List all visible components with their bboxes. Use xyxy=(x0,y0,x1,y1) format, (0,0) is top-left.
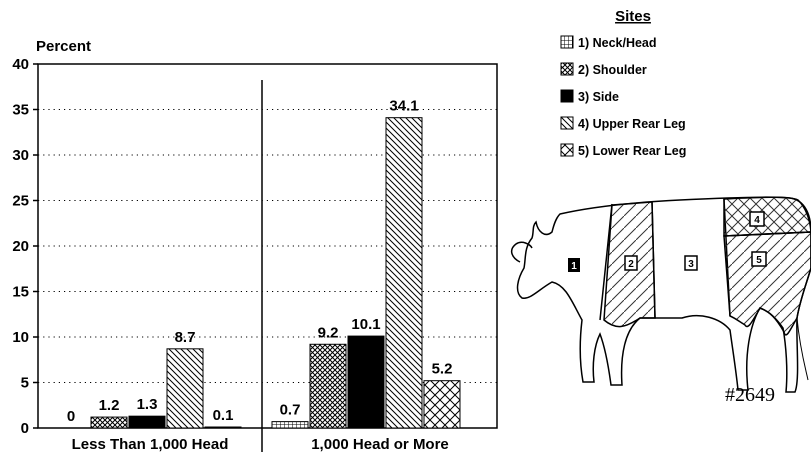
cow-marker-5: 5 xyxy=(756,255,762,266)
y-axis-ticks: 0 5 10 15 20 25 30 35 40 xyxy=(12,56,38,437)
data-label: 0.1 xyxy=(213,407,234,424)
category-labels: Less Than 1,000 Head 1,000 Head or More xyxy=(72,436,449,453)
y-tick-label: 0 xyxy=(21,420,29,437)
bar-5-group-2 xyxy=(423,380,461,429)
gridlines xyxy=(38,109,497,383)
legend-title: Sites xyxy=(615,8,651,25)
legend-label: 1) Neck/Head xyxy=(578,36,657,50)
legend-label: 5) Lower Rear Leg xyxy=(578,144,686,158)
cow-marker-1: 1 xyxy=(571,261,577,272)
bar-1-group-2 xyxy=(271,421,309,429)
cow-section-markers: 1 2 3 4 5 xyxy=(568,211,767,272)
bar-4-group-1 xyxy=(166,348,204,429)
legend-label: 4) Upper Rear Leg xyxy=(578,117,686,131)
y-tick-label: 15 xyxy=(12,284,29,301)
legend-label: 2) Shoulder xyxy=(578,63,647,77)
data-label: 34.1 xyxy=(389,98,418,115)
legend-swatch xyxy=(560,116,574,130)
y-tick-label: 25 xyxy=(12,193,29,210)
cow-marker-4: 4 xyxy=(754,215,760,226)
data-label: 1.2 xyxy=(99,397,120,414)
data-label: 10.1 xyxy=(351,316,380,333)
data-label: 5.2 xyxy=(432,361,453,378)
legend: Sites 1) Neck/Head 2) Shoulder 3) Side 4) U… xyxy=(560,8,686,158)
image-id: #2649 xyxy=(725,384,775,406)
data-labels: 0 1.2 1.3 8.7 0.1 0.7 9.2 10.1 34.1 5.2 xyxy=(67,98,453,425)
y-tick-label: 40 xyxy=(12,56,29,73)
bar-2-group-1 xyxy=(90,416,128,429)
legend-swatch xyxy=(560,35,574,49)
y-tick-label: 30 xyxy=(12,147,29,164)
bar-2-group-2 xyxy=(309,343,347,429)
bar-3-group-2 xyxy=(347,335,385,429)
data-label: 1.3 xyxy=(137,396,158,413)
category-label: Less Than 1,000 Head xyxy=(72,436,229,453)
bar-3-group-1 xyxy=(128,415,166,429)
data-label: 9.2 xyxy=(318,324,339,341)
legend-label: 3) Side xyxy=(578,90,619,104)
bars xyxy=(90,117,461,429)
legend-swatch xyxy=(560,62,574,76)
y-tick-label: 35 xyxy=(12,102,29,119)
bar-5-group-1 xyxy=(204,426,242,429)
cow-marker-3: 3 xyxy=(688,259,694,270)
y-axis-label: Percent xyxy=(36,38,91,55)
legend-swatch xyxy=(560,89,574,103)
y-tick-label: 5 xyxy=(21,375,29,392)
legend-swatch xyxy=(560,143,574,157)
data-label: 0 xyxy=(67,408,75,425)
cow-marker-2: 2 xyxy=(628,259,634,270)
category-label: 1,000 Head or More xyxy=(311,436,449,453)
data-label: 8.7 xyxy=(175,329,196,346)
bar-4-group-2 xyxy=(385,117,423,429)
y-tick-label: 20 xyxy=(12,238,29,255)
cow-illustration xyxy=(510,196,811,393)
data-label: 0.7 xyxy=(280,402,301,419)
plot-frame xyxy=(37,63,498,429)
y-tick-label: 10 xyxy=(12,329,29,346)
